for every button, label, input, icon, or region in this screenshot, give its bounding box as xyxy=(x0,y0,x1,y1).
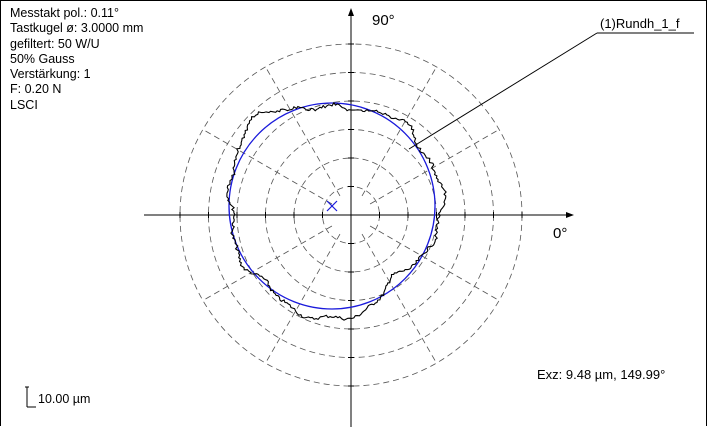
angle-label-90: 90° xyxy=(372,12,395,29)
x-axis-arrow xyxy=(566,212,574,218)
scale-bar xyxy=(25,386,36,408)
polar-grid-spokes xyxy=(202,66,500,364)
grid-spoke xyxy=(361,233,437,364)
info-gauss: 50% Gauss xyxy=(10,51,75,66)
info-probe-ball: Tastkugel ø: 3.0000 mm xyxy=(10,21,144,36)
info-gain: Verstärkung: 1 xyxy=(10,67,91,82)
grid-spoke xyxy=(265,233,341,364)
series-leader-line xyxy=(408,32,694,150)
reference-circle xyxy=(228,102,436,310)
scale-bar-label: 10.00 µm xyxy=(38,392,91,406)
grid-spoke xyxy=(369,129,500,205)
y-axis-arrow xyxy=(348,8,354,16)
measurement-info: Messtakt pol.: 0.11° Tastkugel ø: 3.0000… xyxy=(10,6,143,113)
series-label: (1)Rundh_1_f xyxy=(600,16,680,31)
grid-spoke xyxy=(202,129,333,205)
eccentricity-center-marker xyxy=(326,200,338,212)
eccentricity-readout: Exz: 9.48 µm, 149.99° xyxy=(537,367,666,382)
leader-diagonal xyxy=(408,32,598,150)
grid-spoke xyxy=(369,225,500,301)
info-filter: gefiltert: 50 W/U xyxy=(10,36,100,51)
grid-spoke xyxy=(202,225,333,301)
angle-label-0: 0° xyxy=(553,225,568,242)
polar-axis-ticks xyxy=(179,43,523,387)
measured-profile xyxy=(226,101,447,321)
grid-spoke xyxy=(265,66,341,197)
center-marker-stroke xyxy=(326,200,338,212)
info-force: F: 0.20 N xyxy=(10,82,62,97)
info-sampling: Messtakt pol.: 0.11° xyxy=(10,6,119,20)
grid-spoke xyxy=(361,66,437,197)
info-method: LSCI xyxy=(10,97,38,112)
